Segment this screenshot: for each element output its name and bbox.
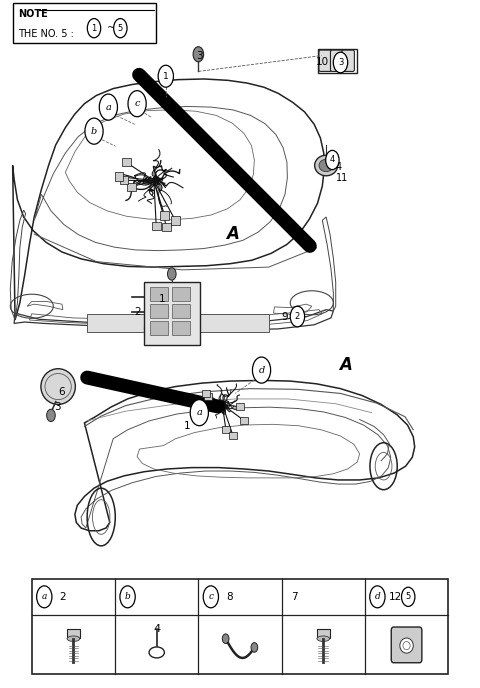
- FancyBboxPatch shape: [67, 629, 80, 638]
- FancyBboxPatch shape: [229, 432, 237, 439]
- Text: d: d: [374, 592, 380, 601]
- Text: 6: 6: [59, 387, 65, 397]
- Text: c: c: [208, 592, 213, 601]
- Ellipse shape: [319, 160, 333, 172]
- FancyBboxPatch shape: [152, 222, 160, 230]
- FancyBboxPatch shape: [391, 627, 422, 663]
- Circle shape: [333, 52, 348, 73]
- Text: 7: 7: [291, 592, 298, 602]
- FancyBboxPatch shape: [171, 321, 190, 335]
- Text: 4: 4: [153, 624, 160, 634]
- Text: 2: 2: [295, 312, 300, 321]
- Text: 3: 3: [54, 402, 60, 412]
- FancyBboxPatch shape: [150, 304, 168, 318]
- Text: 3: 3: [338, 58, 343, 67]
- Circle shape: [85, 118, 103, 144]
- FancyBboxPatch shape: [32, 579, 448, 674]
- Text: THE NO. 5 :: THE NO. 5 :: [18, 29, 77, 39]
- Circle shape: [402, 588, 415, 606]
- Text: A: A: [227, 225, 239, 243]
- FancyBboxPatch shape: [144, 281, 200, 345]
- FancyBboxPatch shape: [236, 403, 244, 410]
- Text: 2: 2: [134, 308, 141, 317]
- FancyBboxPatch shape: [204, 394, 212, 400]
- Circle shape: [47, 409, 55, 422]
- FancyBboxPatch shape: [12, 3, 156, 43]
- FancyBboxPatch shape: [222, 426, 229, 433]
- Text: b: b: [91, 127, 97, 136]
- FancyBboxPatch shape: [150, 287, 168, 301]
- FancyBboxPatch shape: [240, 417, 248, 424]
- Text: 10: 10: [315, 58, 328, 67]
- Text: 11: 11: [336, 173, 348, 183]
- Circle shape: [203, 586, 218, 608]
- Ellipse shape: [317, 636, 330, 641]
- FancyBboxPatch shape: [122, 158, 131, 166]
- FancyBboxPatch shape: [330, 50, 343, 72]
- Text: A: A: [339, 356, 352, 374]
- Circle shape: [36, 586, 52, 608]
- Circle shape: [290, 306, 305, 327]
- Circle shape: [252, 357, 271, 383]
- Ellipse shape: [41, 369, 75, 405]
- Text: 4: 4: [330, 155, 335, 164]
- Circle shape: [158, 65, 173, 87]
- Circle shape: [120, 586, 135, 608]
- Circle shape: [222, 634, 229, 643]
- Text: 3: 3: [196, 51, 203, 61]
- Ellipse shape: [315, 155, 337, 175]
- Text: 1: 1: [91, 23, 96, 32]
- Circle shape: [128, 91, 146, 117]
- Text: c: c: [134, 99, 140, 108]
- Circle shape: [168, 268, 176, 280]
- Text: ~: ~: [104, 23, 118, 33]
- Text: d: d: [258, 365, 264, 374]
- Text: b: b: [125, 592, 131, 601]
- Text: 8: 8: [226, 592, 232, 602]
- Text: a: a: [106, 103, 111, 111]
- FancyBboxPatch shape: [127, 182, 135, 191]
- Ellipse shape: [67, 636, 80, 641]
- FancyBboxPatch shape: [120, 176, 129, 184]
- Text: 1: 1: [184, 421, 191, 431]
- Text: 5: 5: [118, 23, 123, 32]
- Text: 4: 4: [336, 162, 342, 172]
- FancyBboxPatch shape: [317, 629, 329, 638]
- Text: 9: 9: [281, 312, 288, 321]
- Circle shape: [325, 151, 339, 170]
- Text: 1: 1: [163, 72, 168, 80]
- Text: 1: 1: [159, 294, 166, 304]
- Circle shape: [114, 19, 127, 38]
- Text: 2: 2: [60, 592, 66, 602]
- Circle shape: [370, 586, 385, 608]
- FancyBboxPatch shape: [342, 50, 354, 72]
- Circle shape: [251, 643, 258, 652]
- FancyBboxPatch shape: [162, 223, 171, 231]
- Circle shape: [193, 47, 204, 62]
- FancyBboxPatch shape: [171, 304, 190, 318]
- Circle shape: [99, 94, 118, 120]
- FancyBboxPatch shape: [115, 173, 123, 181]
- FancyBboxPatch shape: [171, 287, 190, 301]
- Ellipse shape: [400, 638, 413, 653]
- Text: 5: 5: [406, 592, 411, 601]
- Circle shape: [190, 400, 208, 426]
- Text: 12: 12: [389, 592, 402, 602]
- Text: a: a: [196, 408, 202, 417]
- FancyBboxPatch shape: [203, 390, 210, 397]
- FancyBboxPatch shape: [87, 314, 269, 332]
- Text: NOTE: NOTE: [18, 9, 48, 19]
- FancyBboxPatch shape: [319, 50, 331, 72]
- Circle shape: [87, 19, 101, 38]
- FancyBboxPatch shape: [150, 321, 168, 335]
- Text: a: a: [42, 592, 47, 601]
- FancyBboxPatch shape: [160, 211, 169, 219]
- FancyBboxPatch shape: [318, 50, 357, 73]
- FancyBboxPatch shape: [171, 216, 180, 224]
